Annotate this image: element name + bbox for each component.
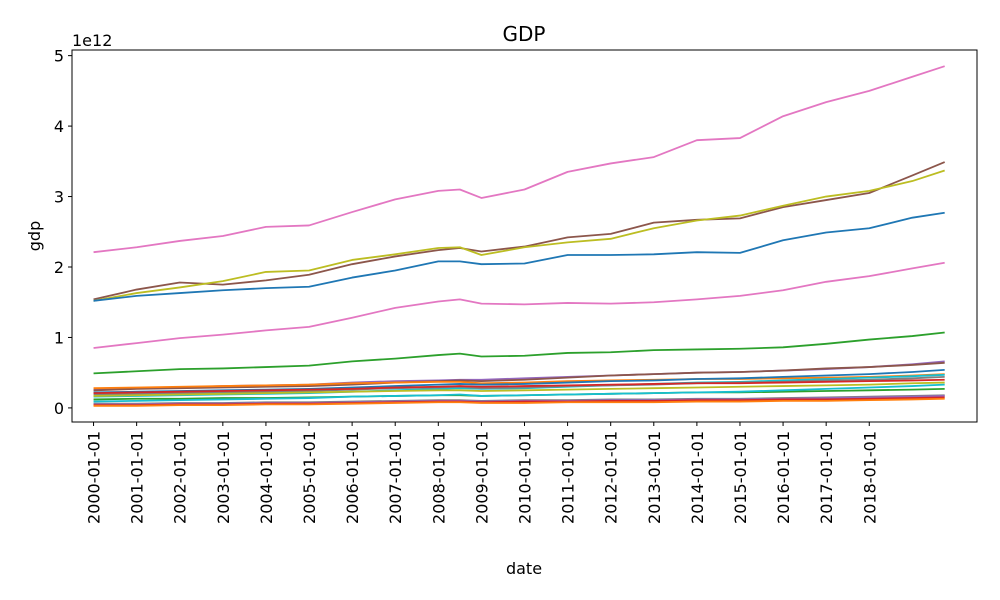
x-tick-label: 2008-01-01 [429,431,448,524]
x-tick-label: 2017-01-01 [817,431,836,524]
series-line-12 [93,376,945,396]
x-tick-label: 2018-01-01 [860,431,879,524]
series-line-9 [93,373,945,390]
x-tick-label: 2006-01-01 [343,431,362,524]
x-tick-label: 2016-01-01 [774,431,793,524]
x-tick-label: 2015-01-01 [731,431,750,524]
x-axis-ticks: 2000-01-01 2001-01-01 2002-01-01 2003-01-01… [85,422,879,524]
series-line-4 [93,211,945,302]
series-line-16 [93,383,945,403]
y-tick-label: 5 [54,47,64,66]
series-line-14 [93,381,945,397]
x-tick-label: 2000-01-01 [85,431,104,524]
y-tick-label: 4 [54,117,64,136]
x-tick-label: 2004-01-01 [257,431,276,524]
y-tick-label: 1 [54,328,64,347]
y-axis-offset-label: 1e12 [72,31,112,50]
x-tick-label: 2003-01-01 [214,431,233,524]
series-line-20 [93,397,945,407]
y-tick-label: 3 [54,188,64,207]
x-tick-label: 2005-01-01 [300,431,319,524]
plot-area-background [72,50,977,422]
x-tick-label: 2014-01-01 [688,431,707,524]
x-tick-label: 2010-01-01 [516,431,535,524]
series-line-13 [93,378,945,395]
series-line-8 [93,361,945,392]
x-tick-label: 2013-01-01 [645,431,664,524]
y-axis-ticks: 0 1 2 3 4 5 [54,47,72,418]
series-line-1 [93,65,945,254]
x-tick-label: 2007-01-01 [386,431,405,524]
x-tick-label: 2012-01-01 [602,431,621,524]
x-tick-label: 2011-01-01 [559,431,578,524]
x-axis-label: date [506,559,542,578]
chart-title: GDP [503,22,546,46]
y-tick-label: 2 [54,258,64,277]
series-line-6 [93,331,945,375]
series-line-3 [93,169,945,302]
series-line-2 [93,161,946,301]
series-layer [93,65,946,407]
x-tick-label: 2001-01-01 [128,431,147,524]
x-tick-label: 2002-01-01 [171,431,190,524]
y-axis-label: gdp [25,221,44,251]
y-tick-label: 0 [54,399,64,418]
series-line-5 [93,261,945,349]
x-tick-label: 2009-01-01 [472,431,491,524]
